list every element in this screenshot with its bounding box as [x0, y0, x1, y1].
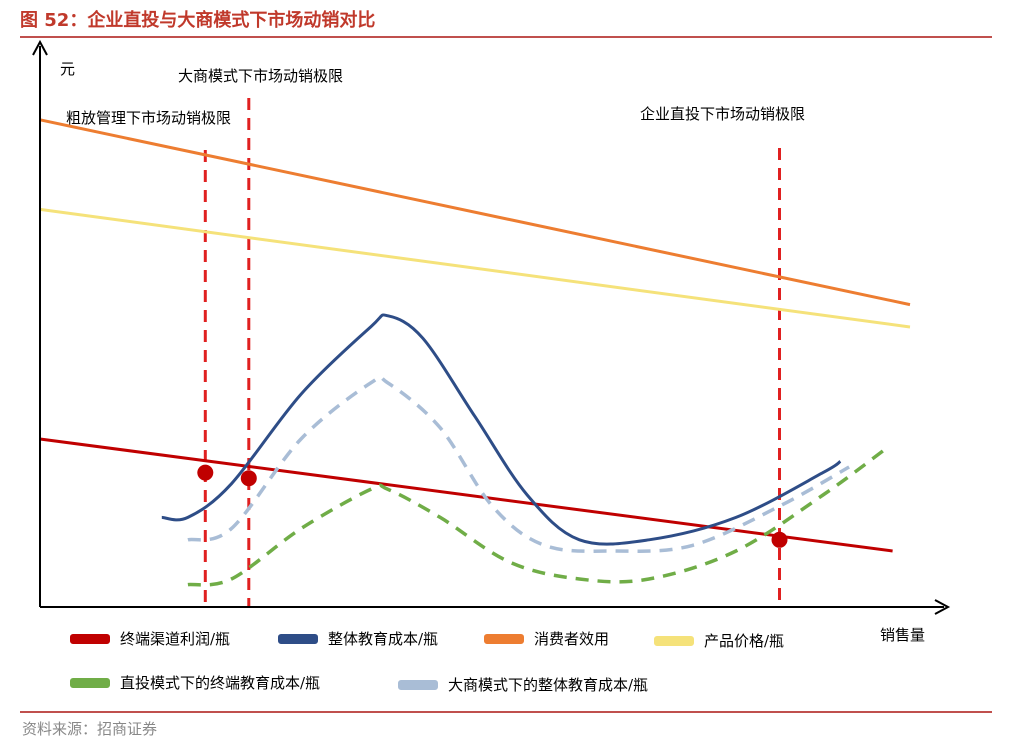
- limit-label-1: 粗放管理下市场动销极限: [66, 109, 231, 127]
- legend-item: 消费者效用: [484, 628, 609, 649]
- series-5-line: [187, 448, 885, 587]
- axes: [32, 39, 951, 615]
- legend-label: 终端渠道利润/瓶: [120, 630, 231, 648]
- series-lines: [39, 118, 911, 587]
- legend-item: 大商模式下的整体教育成本/瓶: [398, 674, 648, 695]
- series-6-line: [187, 374, 850, 553]
- intersection-point-2: [240, 470, 257, 487]
- x-axis-arrow: [934, 599, 951, 615]
- intersection-points: [197, 464, 788, 548]
- legend-swatch: [278, 633, 318, 644]
- y-axis-arrow: [32, 39, 48, 56]
- legend-swatch: [654, 635, 694, 646]
- figure-title: 图 52：企业直投与大商模式下市场动销对比: [20, 10, 376, 31]
- title-divider: [20, 36, 992, 38]
- legend-label: 消费者效用: [534, 630, 610, 648]
- series-4-line: [39, 207, 911, 329]
- legend-swatch: [70, 677, 110, 688]
- legend-label: 产品价格/瓶: [704, 632, 785, 650]
- limit-label-2: 大商模式下市场动销极限: [178, 67, 343, 85]
- legend-swatch: [398, 679, 438, 690]
- intersection-point-1: [197, 464, 214, 481]
- legend-label: 大商模式下的整体教育成本/瓶: [448, 676, 649, 694]
- x-axis-label: 销售量: [880, 626, 925, 644]
- legend-item: 终端渠道利润/瓶: [70, 628, 230, 649]
- legend-label: 整体教育成本/瓶: [328, 630, 439, 648]
- legend-item: 整体教育成本/瓶: [278, 628, 438, 649]
- footer-divider: [20, 711, 992, 713]
- legend-label: 直投模式下的终端教育成本/瓶: [120, 674, 321, 692]
- series-2-line: [161, 313, 842, 546]
- legend-item: 产品价格/瓶: [654, 630, 784, 651]
- intersection-point-3: [771, 531, 788, 548]
- limit-label-3: 企业直投下市场动销极限: [640, 105, 805, 123]
- y-axis-label: 元: [60, 60, 75, 78]
- series-3-line: [39, 118, 911, 307]
- legend-swatch: [70, 633, 110, 644]
- series-1-line: [39, 437, 893, 553]
- source-note: 资料来源：招商证券: [22, 720, 158, 738]
- legend-item: 直投模式下的终端教育成本/瓶: [70, 672, 320, 693]
- limit-lines: [203, 98, 781, 607]
- legend-swatch: [484, 633, 524, 644]
- legend: 终端渠道利润/瓶 整体教育成本/瓶 消费者效用 产品价格/瓶直投模式下的终端教育成本/…: [66, 624, 784, 704]
